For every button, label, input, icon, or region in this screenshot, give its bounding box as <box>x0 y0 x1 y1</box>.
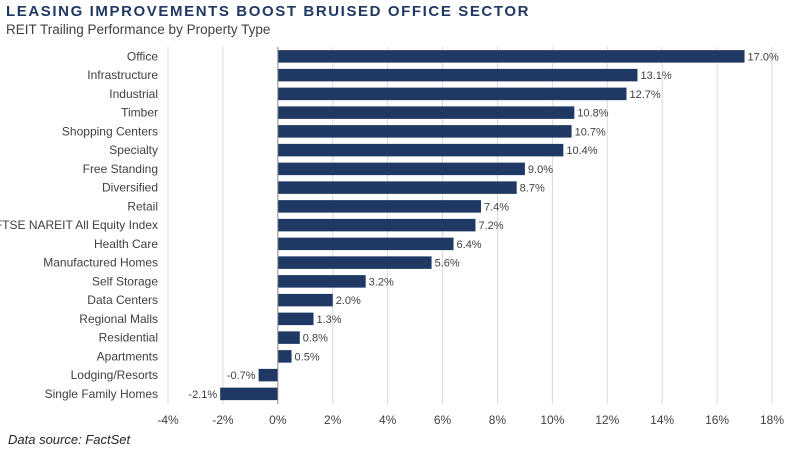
data-label: 1.3% <box>317 314 342 326</box>
data-label: 5.6% <box>435 258 460 270</box>
x-tick-label: 14% <box>650 413 674 427</box>
data-label: 0.5% <box>295 351 320 363</box>
x-tick-label: 0% <box>269 413 287 427</box>
category-label: Apartments <box>97 349 158 363</box>
bar <box>277 125 572 138</box>
bar <box>277 350 292 363</box>
category-label: Manufactured Homes <box>43 256 158 270</box>
data-label: 8.7% <box>520 183 545 195</box>
data-label: 10.4% <box>566 145 597 157</box>
data-label: 12.7% <box>629 89 660 101</box>
data-label: 10.8% <box>577 108 608 120</box>
category-label: Free Standing <box>83 162 158 176</box>
bar <box>277 68 638 82</box>
data-label: 9.0% <box>528 164 553 176</box>
x-tick-label: 18% <box>760 413 784 427</box>
category-label: Office <box>127 49 158 63</box>
bar <box>277 256 432 269</box>
bar <box>277 143 564 157</box>
data-label: 3.2% <box>369 276 394 288</box>
bars <box>220 50 745 401</box>
data-label: 7.2% <box>478 220 503 232</box>
bar <box>277 200 481 213</box>
x-tick-label: 6% <box>434 413 452 427</box>
category-label: Self Storage <box>92 274 158 288</box>
category-label: Health Care <box>94 237 158 251</box>
category-label: Infrastructure <box>87 68 158 82</box>
bar <box>277 50 745 63</box>
x-axis-ticks: -4% -2% 0% 2% 4% 6% 8% 10% 12% 14% 16% 18% <box>157 413 784 427</box>
bar <box>277 218 476 232</box>
bar <box>277 237 454 251</box>
bar <box>277 293 333 307</box>
category-label: FTSE NAREIT All Equity Index <box>0 218 158 232</box>
category-label: Regional Malls <box>79 312 158 326</box>
data-source-note: Data source: FactSet <box>8 432 131 447</box>
x-tick-label: 16% <box>705 413 729 427</box>
category-labels: Office Infrastructure Industrial Timber Shop… <box>0 49 158 401</box>
category-label: Data Centers <box>87 293 158 307</box>
category-label: Retail <box>127 199 158 213</box>
data-label: 13.1% <box>640 70 671 82</box>
data-label: 2.0% <box>336 295 361 307</box>
bar <box>277 275 366 288</box>
category-label: Shopping Centers <box>62 124 158 138</box>
x-tick-label: -2% <box>212 413 234 427</box>
bar <box>277 181 517 194</box>
bar <box>277 162 525 176</box>
category-label: Timber <box>121 106 158 120</box>
x-tick-label: 8% <box>489 413 507 427</box>
category-label: Specialty <box>109 143 158 157</box>
x-tick-label: -4% <box>157 413 179 427</box>
category-label: Industrial <box>109 87 158 101</box>
x-tick-label: 10% <box>540 413 564 427</box>
data-label: 0.8% <box>303 333 328 345</box>
data-label: -0.7% <box>227 370 256 382</box>
x-tick-label: 2% <box>324 413 342 427</box>
bar <box>277 312 314 326</box>
data-label: 10.7% <box>575 126 606 138</box>
x-tick-label: 12% <box>595 413 619 427</box>
category-label: Residential <box>99 331 158 345</box>
bar <box>277 331 300 344</box>
data-label: 7.4% <box>484 201 509 213</box>
bar <box>277 87 627 101</box>
bar <box>277 106 575 119</box>
chart-subtitle: REIT Trailing Performance by Property Ty… <box>6 22 271 37</box>
data-label: 17.0% <box>748 51 779 63</box>
data-labels: 17.0% 13.1% 12.7% 10.8% 10.7% 10.4% 9.0% 8.7% 7.… <box>188 51 779 401</box>
category-label: Single Family Homes <box>45 387 158 401</box>
x-tick-label: 4% <box>379 413 397 427</box>
category-label: Lodging/Resorts <box>71 368 158 382</box>
chart-title: LEASING IMPROVEMENTS BOOST BRUISED OFFIC… <box>6 3 531 20</box>
bar <box>220 387 278 401</box>
data-label: 6.4% <box>457 239 482 251</box>
data-label: -2.1% <box>188 389 217 401</box>
bar <box>258 368 278 382</box>
category-label: Diversified <box>102 181 158 195</box>
